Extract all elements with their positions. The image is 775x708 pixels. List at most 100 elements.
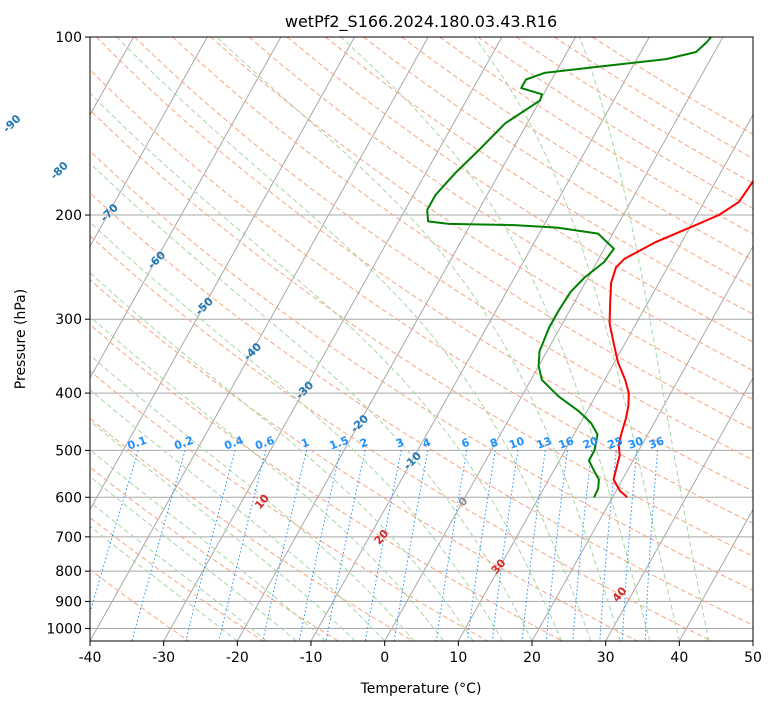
mixing-ratio-line	[572, 450, 593, 641]
y-tick-label: 500	[55, 443, 82, 459]
isotherm-line	[531, 245, 753, 641]
mixing-ratio-line	[218, 450, 267, 641]
isotherm-line	[163, 37, 503, 641]
x-tick-label: 40	[670, 650, 688, 666]
mixing-ratio-label: 1.5	[328, 434, 351, 453]
dry-adiabat-line	[90, 109, 753, 557]
mixing-ratio-label: 0.1	[126, 434, 149, 453]
dry-adiabat-line	[90, 235, 713, 641]
mixing-ratio-label: 36	[647, 434, 666, 452]
y-tick-label: 900	[55, 594, 82, 610]
dry-adiabat-line	[90, 417, 414, 641]
moist-adiabat-line	[340, 37, 651, 641]
x-tick-label: 30	[597, 650, 615, 666]
dry-adiabat-line	[90, 69, 753, 524]
mixing-ratio-label: 0.6	[253, 434, 276, 453]
series-layer	[426, 37, 753, 499]
mixing-ratio-line	[435, 450, 468, 641]
mixing-ratio-label: 3	[394, 436, 406, 451]
mixing-ratio-line	[364, 450, 402, 641]
y-tick-label: 400	[55, 386, 82, 402]
y-tick-label: 1000	[46, 621, 82, 637]
x-tick-label: -10	[300, 650, 323, 666]
dry-adiabat-line	[96, 37, 753, 492]
y-tick-label: 700	[55, 530, 82, 546]
moist-adiabat-line	[90, 389, 386, 641]
isotherm-line	[384, 37, 724, 641]
x-tick-label: 20	[523, 650, 541, 666]
x-tick-label: -40	[79, 650, 102, 666]
isotherm-line	[90, 37, 282, 379]
isotherm-line	[90, 37, 208, 248]
isotherm-line	[678, 508, 753, 641]
mixing-ratio-label: 20	[581, 434, 600, 452]
mixing-ratio-label: 0.2	[173, 434, 196, 453]
dry-adiabat-line	[90, 323, 564, 641]
y-tick-label: 300	[55, 312, 82, 328]
dry-adiabat-line	[134, 37, 753, 461]
mixing-ratio-line	[298, 450, 341, 641]
moist-adiabat-line	[216, 37, 621, 641]
mixing-ratio-line	[644, 450, 659, 641]
x-tick-label: -30	[152, 650, 175, 666]
isotherm-line	[457, 113, 753, 641]
dry-adiabat-line	[324, 37, 753, 315]
mixing-ratio-label: 1	[300, 436, 312, 451]
mixing-ratio-line	[325, 450, 366, 641]
dewpoint-profile-line	[426, 37, 712, 498]
y-tick-label: 800	[55, 564, 82, 580]
mixing-ratio-line	[466, 450, 496, 641]
mixing-ratio-line	[599, 450, 617, 641]
dry-adiabat-line	[90, 466, 340, 641]
x-axis-title: Temperature (°C)	[360, 681, 482, 697]
moist-adiabat-line	[116, 37, 592, 641]
y-tick-label: 600	[55, 490, 82, 506]
mixing-ratio-label: 2	[358, 436, 370, 451]
moist-adiabat-line	[90, 354, 415, 641]
moist-adiabat-line	[90, 92, 562, 641]
x-axis: -40 -30 -20 -10 0 10 20 30 40 50	[79, 641, 762, 666]
x-tick-label: -20	[226, 650, 249, 666]
mixing-ratio-label: 30	[626, 434, 645, 452]
y-axis: 100 200 300 400 500 600 700 800 900 1000	[46, 30, 90, 637]
mixing-ratio-line	[521, 450, 546, 641]
moist-adiabat-line	[90, 420, 356, 641]
mixing-ratio-line	[491, 450, 519, 641]
dry-adiabat-line	[248, 37, 753, 372]
mixing-ratio-label: 16	[557, 434, 576, 452]
moist-adiabat-line	[473, 37, 680, 641]
mixing-ratio-label: 8	[488, 436, 500, 451]
isotherm-line	[605, 376, 753, 641]
temperature-profile-line	[608, 179, 753, 499]
dry-adiabat-line	[172, 37, 753, 431]
dry-adiabat-line	[90, 192, 753, 626]
background-lines	[90, 37, 753, 641]
x-tick-label: 0	[380, 650, 389, 666]
mixing-ratio-label: 6	[460, 436, 472, 451]
mixing-ratio-label: 4	[421, 436, 433, 451]
x-tick-label: 50	[744, 650, 762, 666]
mixing-ratio-label: 25	[606, 434, 625, 451]
moist-adiabat-line	[90, 162, 533, 641]
moist-adiabat-line	[579, 37, 710, 641]
chart-title: wetPf2_S166.2024.180.03.43.R16	[285, 12, 557, 32]
isotherm-line	[90, 37, 356, 511]
mixing-ratio-label: 10	[507, 434, 526, 452]
dry-adiabat-line	[90, 370, 489, 641]
mixing-ratio-line	[262, 450, 307, 641]
y-tick-label: 200	[55, 208, 82, 224]
y-tick-label: 100	[55, 30, 82, 46]
isotherm-line	[90, 37, 429, 641]
mixing-ratio-line	[545, 450, 568, 641]
dry-adiabat-line	[286, 37, 753, 343]
dry-adiabat-line	[90, 516, 265, 641]
isotherm-line	[236, 37, 577, 641]
mixing-ratio-line	[393, 450, 429, 641]
moist-adiabat-line	[90, 221, 503, 641]
y-axis-title: Pressure (hPa)	[13, 289, 29, 389]
mixing-ratio-label: 13	[535, 434, 554, 451]
moist-adiabat-line	[90, 272, 474, 641]
x-tick-label: 10	[449, 650, 467, 666]
